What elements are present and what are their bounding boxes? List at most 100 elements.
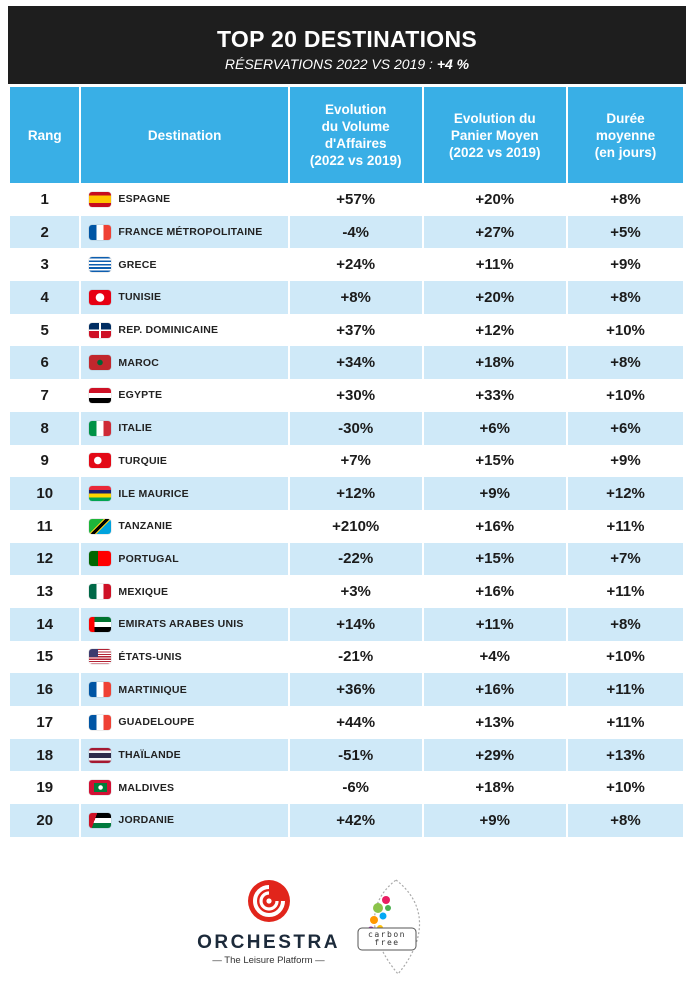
jordan-flag-icon [89,812,112,828]
rank-cell: 11 [10,509,82,543]
panier-cell: +18% [424,771,568,805]
destination-name: TANZANIE [118,520,173,533]
destination-wrap: ÉTATS-UNIS [81,649,287,665]
column-header-rank: Rang [10,87,82,183]
destination-wrap: JORDANIE [81,812,287,828]
tunisia-flag-icon [89,289,112,305]
rank-cell: 18 [10,738,82,772]
turkey-flag-icon [89,453,112,469]
destination-cell: GUADELOUPE [81,706,290,739]
panier-cell: +9% [423,477,568,510]
rank-cell: 8 [10,411,82,445]
panier-cell: +11% [424,248,568,282]
duree-cell: +11% [606,713,645,731]
volume-cell: +30% [290,379,424,412]
header-line: (2022 vs 2019) [309,153,402,168]
orchestra-mark-icon [247,880,290,922]
destination-name: ÉTATS-UNIS [118,650,182,663]
rank-cell: 10 [10,477,82,510]
destination-name: GUADELOUPE [118,716,195,729]
rank-cell: 9 [10,444,82,478]
destination-cell: ESPAGNE [81,183,290,216]
destination-wrap: TANZANIE [81,518,287,534]
panier-cell: +29% [423,738,568,772]
destination-name: ITALIE [118,422,153,435]
spain-flag-icon [89,191,112,207]
duree-cell: +9% [610,452,641,470]
table-row: 20 JORDANIE +42% +9% +8% [10,804,683,837]
france-flag-icon [89,682,112,698]
page-title: TOP 20 DESTINATIONS [216,26,478,52]
volume-cell: +210% [290,509,424,543]
panier-cell: +18% [423,346,568,380]
volume-cell: +12% [289,477,424,510]
volume-cell: +36% [289,673,424,706]
duree-cell: +6% [567,411,683,445]
header-line: du Volume [321,119,390,134]
destination-wrap: MAROC [81,355,287,371]
destination-cell: MALDIVES [81,771,290,805]
volume-cell: -21% [290,640,424,674]
panier-cell: +20% [424,183,568,216]
destination-cell: MEXIQUE [81,575,290,608]
destination-name: GRECE [118,258,157,271]
mauritius-flag-icon [89,486,112,502]
table-row: 4 TUNISIE +8% +20% +8% [10,281,683,314]
rank-cell: 15 [10,640,82,674]
table-row: 12 PORTUGAL -22% +15% +7% [10,542,683,576]
table-row: 18 THAÏLANDE -51% +29% +13% [10,738,683,772]
destination-cell: EMIRATS ARABES UNIS [81,607,290,641]
usa-flag-icon [89,649,112,665]
duree-cell: +8% [567,281,683,314]
rank-cell: 2 [10,215,82,249]
destination-wrap: THAÏLANDE [81,747,287,763]
destination-wrap: MALDIVES [81,780,287,796]
destination-wrap: ITALIE [81,420,287,436]
panier-cell: +16% [423,673,568,706]
morocco-flag-icon [89,355,112,371]
destination-name: TURQUIE [118,454,168,467]
rank-cell: 14 [10,607,82,641]
destination-cell: JORDANIE [81,804,290,837]
rank-cell: 16 [10,673,82,706]
destination-name: MARTINIQUE [118,683,187,696]
destination-cell: ÉTATS-UNIS [81,640,290,674]
duree-cell: +5% [567,215,683,249]
table-row: 15 ÉTATS-UNIS -21% +4% +10% [10,640,683,674]
subtitle-prefix: RÉSERVATIONS 2022 VS 2019 : [224,56,433,72]
thailand-flag-icon [89,747,112,763]
table-row: 9 TURQUIE +7% +15% +9% [10,444,683,478]
mexico-flag-icon [89,584,112,600]
volume-cell: +7% [290,444,424,478]
volume-cell: +14% [289,607,424,641]
panier-cell: +15% [424,444,568,478]
destination-cell: REP. DOMINICAINE [81,313,290,347]
destination-name: FRANCE MÉTROPOLITAINE [118,226,263,239]
table-row: 13 MEXIQUE +3% +16% +11% [10,575,683,608]
orchestra-tagline: — The Leisure Platform — [212,955,325,966]
uae-flag-icon [89,616,112,632]
destination-wrap: REP. DOMINICAINE [81,322,287,338]
france-flag-icon [89,224,112,240]
volume-cell: +3% [290,575,424,608]
rank-cell: 1 [10,183,82,216]
destination-cell: EGYPTE [81,379,290,412]
dominican-republic-flag-icon [89,322,112,338]
destination-cell: MARTINIQUE [81,673,290,706]
table-row: 14 EMIRATS ARABES UNIS +14% +11% +8% [10,607,683,641]
destination-wrap: PORTUGAL [81,551,287,567]
destination-wrap: GRECE [81,257,287,273]
column-header-destination: Destination [81,87,290,183]
table-row: 2 FRANCE MÉTROPOLITAINE -4% +27% +5% [10,215,683,249]
header-line: moyenne [595,127,656,143]
destination-wrap: ESPAGNE [81,191,287,207]
destination-wrap: TURQUIE [81,453,287,469]
destination-wrap: TUNISIE [81,289,287,305]
table-row: 8 ITALIE -30% +6% +6% [10,411,683,445]
duree-cell: +11% [606,517,645,535]
table-row: 19 MALDIVES -6% +18% +10% [10,771,683,805]
volume-cell: +8% [289,281,424,314]
destination-wrap: MARTINIQUE [81,682,287,698]
table-row: 11 TANZANIE +210% +16% +11% [10,509,683,543]
carbon-free-leaf-icon [357,879,421,975]
